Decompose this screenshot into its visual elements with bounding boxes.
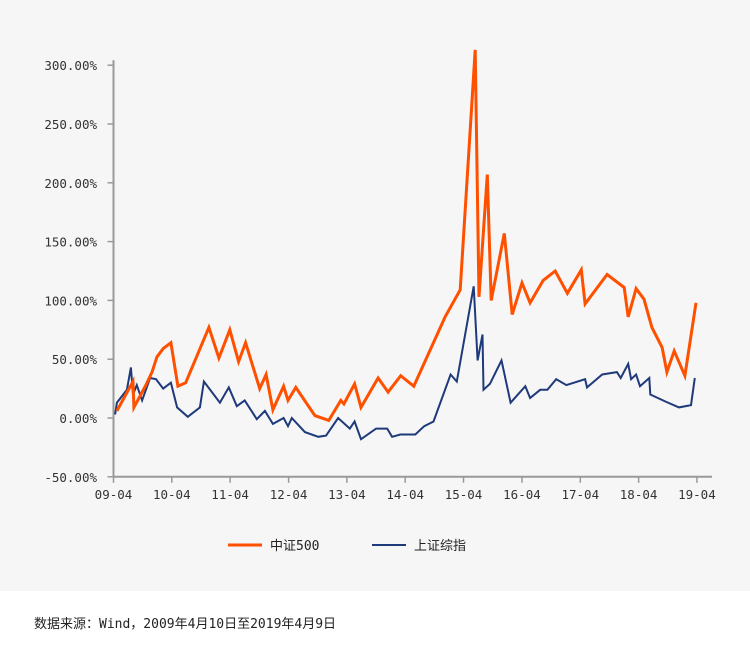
y-tick-label: 200.00%: [44, 176, 97, 191]
legend: 中证500 上证综指: [228, 539, 466, 554]
x-tick-label: 15-04: [445, 487, 483, 502]
axes: 300.00% 250.00% 200.00% 150.00% 100.00% 50.00…: [44, 58, 715, 502]
x-tick-label: 19-04: [678, 487, 716, 502]
y-tick-label: 250.00%: [44, 117, 97, 132]
x-tick-label: 14-04: [386, 487, 424, 502]
x-tick-label: 18-04: [620, 487, 658, 502]
x-tick-label: 16-04: [503, 487, 541, 502]
y-tick-label: 0.00%: [59, 411, 97, 426]
y-tick-label: 50.00%: [52, 352, 98, 367]
x-tick-label: 12-04: [270, 487, 308, 502]
series-lines: [114, 49, 698, 441]
legend-label: 上证综指: [414, 539, 466, 554]
y-tick-label: 150.00%: [44, 235, 97, 250]
series-line-0: [115, 49, 698, 423]
x-tick-label: 13-04: [328, 487, 366, 502]
x-tick-label: 11-04: [211, 487, 249, 502]
x-tick-label: 10-04: [153, 487, 191, 502]
series-line-1: [114, 286, 696, 441]
y-tick-label: 100.00%: [44, 293, 97, 308]
y-tick-label: 300.00%: [44, 58, 97, 73]
x-tick-label: 17-04: [561, 487, 599, 502]
line-chart: 300.00% 250.00% 200.00% 150.00% 100.00% 50.00…: [44, 49, 716, 554]
y-tick-label: -50.00%: [44, 470, 97, 485]
x-tick-label: 09-04: [95, 487, 133, 502]
legend-label: 中证500: [270, 539, 319, 554]
source-note: 数据来源：Wind，2009年4月10日至2019年4月9日: [34, 617, 337, 632]
